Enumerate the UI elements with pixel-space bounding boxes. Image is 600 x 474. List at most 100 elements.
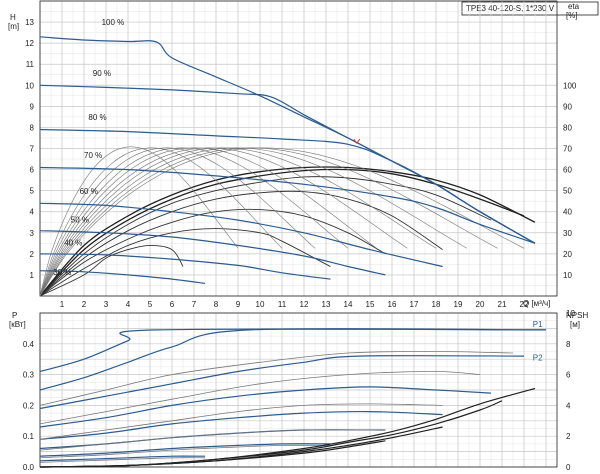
top-y-right-tick-label: 30: [563, 229, 572, 238]
partial-efficiency-curve: [39, 146, 239, 297]
bottom-y-left-tick-label: 0.0: [23, 463, 35, 472]
top-x-tick-label: 16: [388, 300, 397, 309]
top-right-axis-label: eta: [568, 2, 580, 11]
p2-curve: [39, 444, 331, 459]
top-x-tick-label: 3: [104, 300, 109, 309]
bottom-y-right-tick-label: 8: [566, 340, 571, 349]
p2-curve: [39, 403, 443, 440]
top-plot-frame: [39, 0, 558, 297]
top-right-axis-unit: [%]: [566, 11, 578, 20]
p2-curve: [39, 371, 481, 425]
top-y-left-tick-label: 8: [30, 123, 35, 132]
top-y-right-tick-label: 10: [563, 271, 572, 280]
bottom-y-right-tick-label: 0: [566, 463, 571, 472]
p1-curve: [39, 455, 206, 462]
power-npsh-chart: 0.0 0.1 0.2 0.3 0.4 0 2 4 6 8 10 P1 P2: [23, 309, 576, 472]
efficiency-curve: [39, 176, 492, 297]
top-y-left-tick-label: 10: [25, 81, 34, 90]
speed-label: 80 %: [88, 113, 106, 122]
bottom-y-right-tick-label: 4: [566, 401, 571, 410]
p2-curve: [39, 457, 206, 463]
power-series-label: P2: [533, 354, 543, 363]
head-curve: [39, 128, 536, 244]
p2-curve: [39, 351, 514, 406]
head-curve: [39, 270, 206, 284]
top-x-tick-label: 2: [82, 300, 87, 309]
p1-curve: [39, 410, 443, 440]
top-y-right-tick-label: 20: [563, 250, 572, 259]
bottom-y-right-tick-label: 10: [566, 309, 575, 318]
p1-curve: [39, 328, 547, 391]
top-x-tick-label: 9: [236, 300, 241, 309]
top-y-left-tick-label: 7: [30, 145, 35, 154]
efficiency-curve: [39, 190, 443, 297]
top-x-tick-label: 12: [300, 300, 309, 309]
partial-efficiency-curve: [39, 147, 408, 297]
top-x-tick-label: 5: [148, 300, 153, 309]
bottom-y-right-tick-label: 6: [566, 371, 571, 380]
bottom-left-axis-label: P: [12, 311, 17, 320]
speed-label: 100 %: [102, 18, 125, 27]
top-x-tick-label: 7: [192, 300, 197, 309]
top-y-right-tick-label: 70: [563, 145, 572, 154]
top-y-left-tick-label: 5: [30, 187, 35, 196]
efficiency-curve: [39, 168, 525, 297]
top-x-tick-label: 4: [126, 300, 131, 309]
top-x-axis-label: Q [м³/ч]: [523, 299, 550, 308]
p2-curve: [39, 429, 386, 451]
efficiency-curve: [39, 244, 184, 297]
top-y-left-tick-label: 9: [30, 102, 35, 111]
head-efficiency-chart: 1 2 3 4 5 6 7 8 9 10 11 12 13 14 15 16 17 18 19 20 21 2212345…: [25, 0, 577, 309]
duty-point-marker: [353, 138, 361, 145]
top-y-right-tick-label: 60: [563, 166, 572, 175]
bottom-y-right-tick-label: 2: [566, 432, 571, 441]
top-y-left-tick-label: 6: [30, 166, 35, 175]
top-y-right-tick-label: 100: [563, 81, 577, 90]
npsh-curve: [39, 440, 386, 468]
partial-efficiency-curve: [39, 147, 467, 297]
top-x-tick-label: 8: [214, 300, 219, 309]
top-x-tick-label: 21: [498, 300, 507, 309]
power-series-label: P1: [533, 320, 543, 329]
top-y-left-tick-label: 3: [30, 229, 35, 238]
top-left-axis-label: H: [10, 13, 16, 22]
top-x-tick-label: 14: [344, 300, 353, 309]
top-x-tick-label: 13: [322, 300, 331, 309]
top-x-tick-label: 17: [410, 300, 419, 309]
head-curve: [39, 166, 536, 244]
top-x-tick-label: 22: [520, 300, 529, 309]
top-y-left-tick-label: 11: [26, 60, 35, 69]
top-y-right-tick-label: 40: [563, 208, 572, 217]
bottom-y-left-tick-label: 0.3: [23, 371, 35, 380]
head-curve: [39, 202, 443, 268]
bottom-y-left-tick-label: 0.1: [23, 432, 35, 441]
partial-efficiency-curve: [39, 147, 498, 297]
partial-efficiency-curve: [39, 147, 437, 297]
top-y-left-tick-label: 12: [25, 39, 34, 48]
top-x-tick-label: 15: [366, 300, 375, 309]
speed-label: 70 %: [84, 151, 102, 160]
p1-curve: [39, 443, 331, 457]
top-x-tick-label: 6: [170, 300, 175, 309]
top-y-left-tick-label: 4: [30, 208, 35, 217]
speed-label: 50 %: [71, 215, 89, 224]
speed-label: 40 %: [64, 238, 82, 247]
efficiency-curve: [39, 228, 331, 297]
partial-efficiency-curve: [39, 147, 525, 297]
top-left-axis-unit: [m]: [8, 22, 19, 31]
chart-title: TPE3 40-120-S, 1*230 V: [466, 4, 555, 13]
p1-curve: [39, 355, 525, 410]
bottom-left-axis-unit: [кВт]: [9, 320, 26, 329]
speed-label: 30 %: [53, 268, 71, 277]
top-y-right-tick-label: 90: [563, 102, 572, 111]
top-x-tick-label: 11: [278, 300, 287, 309]
partial-efficiency-curve: [39, 147, 316, 297]
bottom-y-left-tick-label: 0.4: [23, 340, 35, 349]
top-x-tick-label: 20: [476, 300, 485, 309]
bottom-right-axis-label: NPSH: [566, 311, 588, 320]
bottom-y-left-tick-label: 0.2: [23, 401, 35, 410]
p1-curve: [39, 386, 492, 428]
head-curve: [39, 230, 386, 276]
